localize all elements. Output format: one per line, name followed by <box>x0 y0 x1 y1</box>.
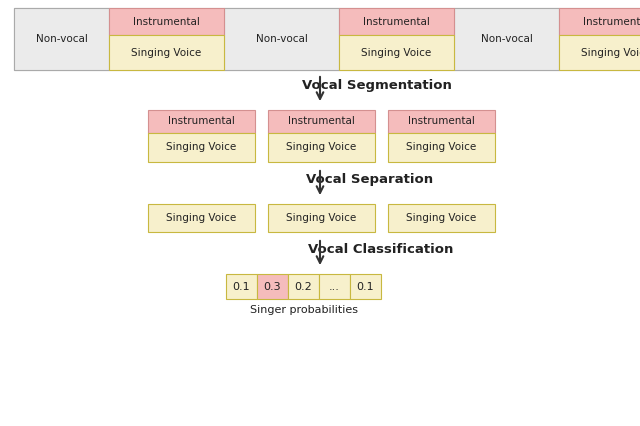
FancyBboxPatch shape <box>148 110 255 133</box>
Text: Vocal Segmentation: Vocal Segmentation <box>302 79 452 92</box>
Text: Instrumental: Instrumental <box>168 116 235 127</box>
Text: Non-vocal: Non-vocal <box>481 34 532 44</box>
FancyBboxPatch shape <box>288 274 319 299</box>
Text: 0.1: 0.1 <box>356 282 374 291</box>
FancyBboxPatch shape <box>454 8 559 70</box>
FancyBboxPatch shape <box>350 274 381 299</box>
Text: Singing Voice: Singing Voice <box>131 48 202 58</box>
FancyBboxPatch shape <box>148 204 255 232</box>
FancyBboxPatch shape <box>109 35 224 70</box>
FancyBboxPatch shape <box>14 8 109 70</box>
FancyBboxPatch shape <box>339 35 454 70</box>
Text: Singing Voice: Singing Voice <box>286 142 356 153</box>
FancyBboxPatch shape <box>109 8 224 35</box>
Text: Vocal Separation: Vocal Separation <box>307 173 433 186</box>
FancyBboxPatch shape <box>388 133 495 162</box>
FancyBboxPatch shape <box>388 110 495 133</box>
Text: 0.1: 0.1 <box>233 282 250 291</box>
FancyBboxPatch shape <box>226 274 257 299</box>
FancyBboxPatch shape <box>148 133 255 162</box>
Text: Singing Voice: Singing Voice <box>166 213 237 223</box>
Text: Singing Voice: Singing Voice <box>406 213 477 223</box>
Text: Singing Voice: Singing Voice <box>286 213 356 223</box>
Text: 0.2: 0.2 <box>294 282 312 291</box>
FancyBboxPatch shape <box>559 35 640 70</box>
Text: Singer probabilities: Singer probabilities <box>250 305 358 315</box>
Text: Instrumental: Instrumental <box>133 17 200 27</box>
Text: 0.3: 0.3 <box>264 282 282 291</box>
Text: Instrumental: Instrumental <box>363 17 430 27</box>
FancyBboxPatch shape <box>268 133 375 162</box>
FancyBboxPatch shape <box>388 204 495 232</box>
Text: Vocal Classification: Vocal Classification <box>308 243 454 256</box>
FancyBboxPatch shape <box>268 204 375 232</box>
Text: Instrumental: Instrumental <box>288 116 355 127</box>
Text: Singing Voice: Singing Voice <box>406 142 477 153</box>
Text: Singing Voice: Singing Voice <box>166 142 237 153</box>
Text: Instrumental: Instrumental <box>408 116 475 127</box>
Text: Non-vocal: Non-vocal <box>255 34 307 44</box>
FancyBboxPatch shape <box>224 8 339 70</box>
Text: Instrumental: Instrumental <box>583 17 640 27</box>
Text: Singing Voice: Singing Voice <box>362 48 431 58</box>
Text: Singing Voice: Singing Voice <box>581 48 640 58</box>
FancyBboxPatch shape <box>14 8 640 70</box>
Text: ...: ... <box>329 282 340 291</box>
Text: Non-vocal: Non-vocal <box>36 34 88 44</box>
FancyBboxPatch shape <box>559 8 640 35</box>
FancyBboxPatch shape <box>339 8 454 35</box>
FancyBboxPatch shape <box>257 274 288 299</box>
FancyBboxPatch shape <box>268 110 375 133</box>
FancyBboxPatch shape <box>319 274 350 299</box>
